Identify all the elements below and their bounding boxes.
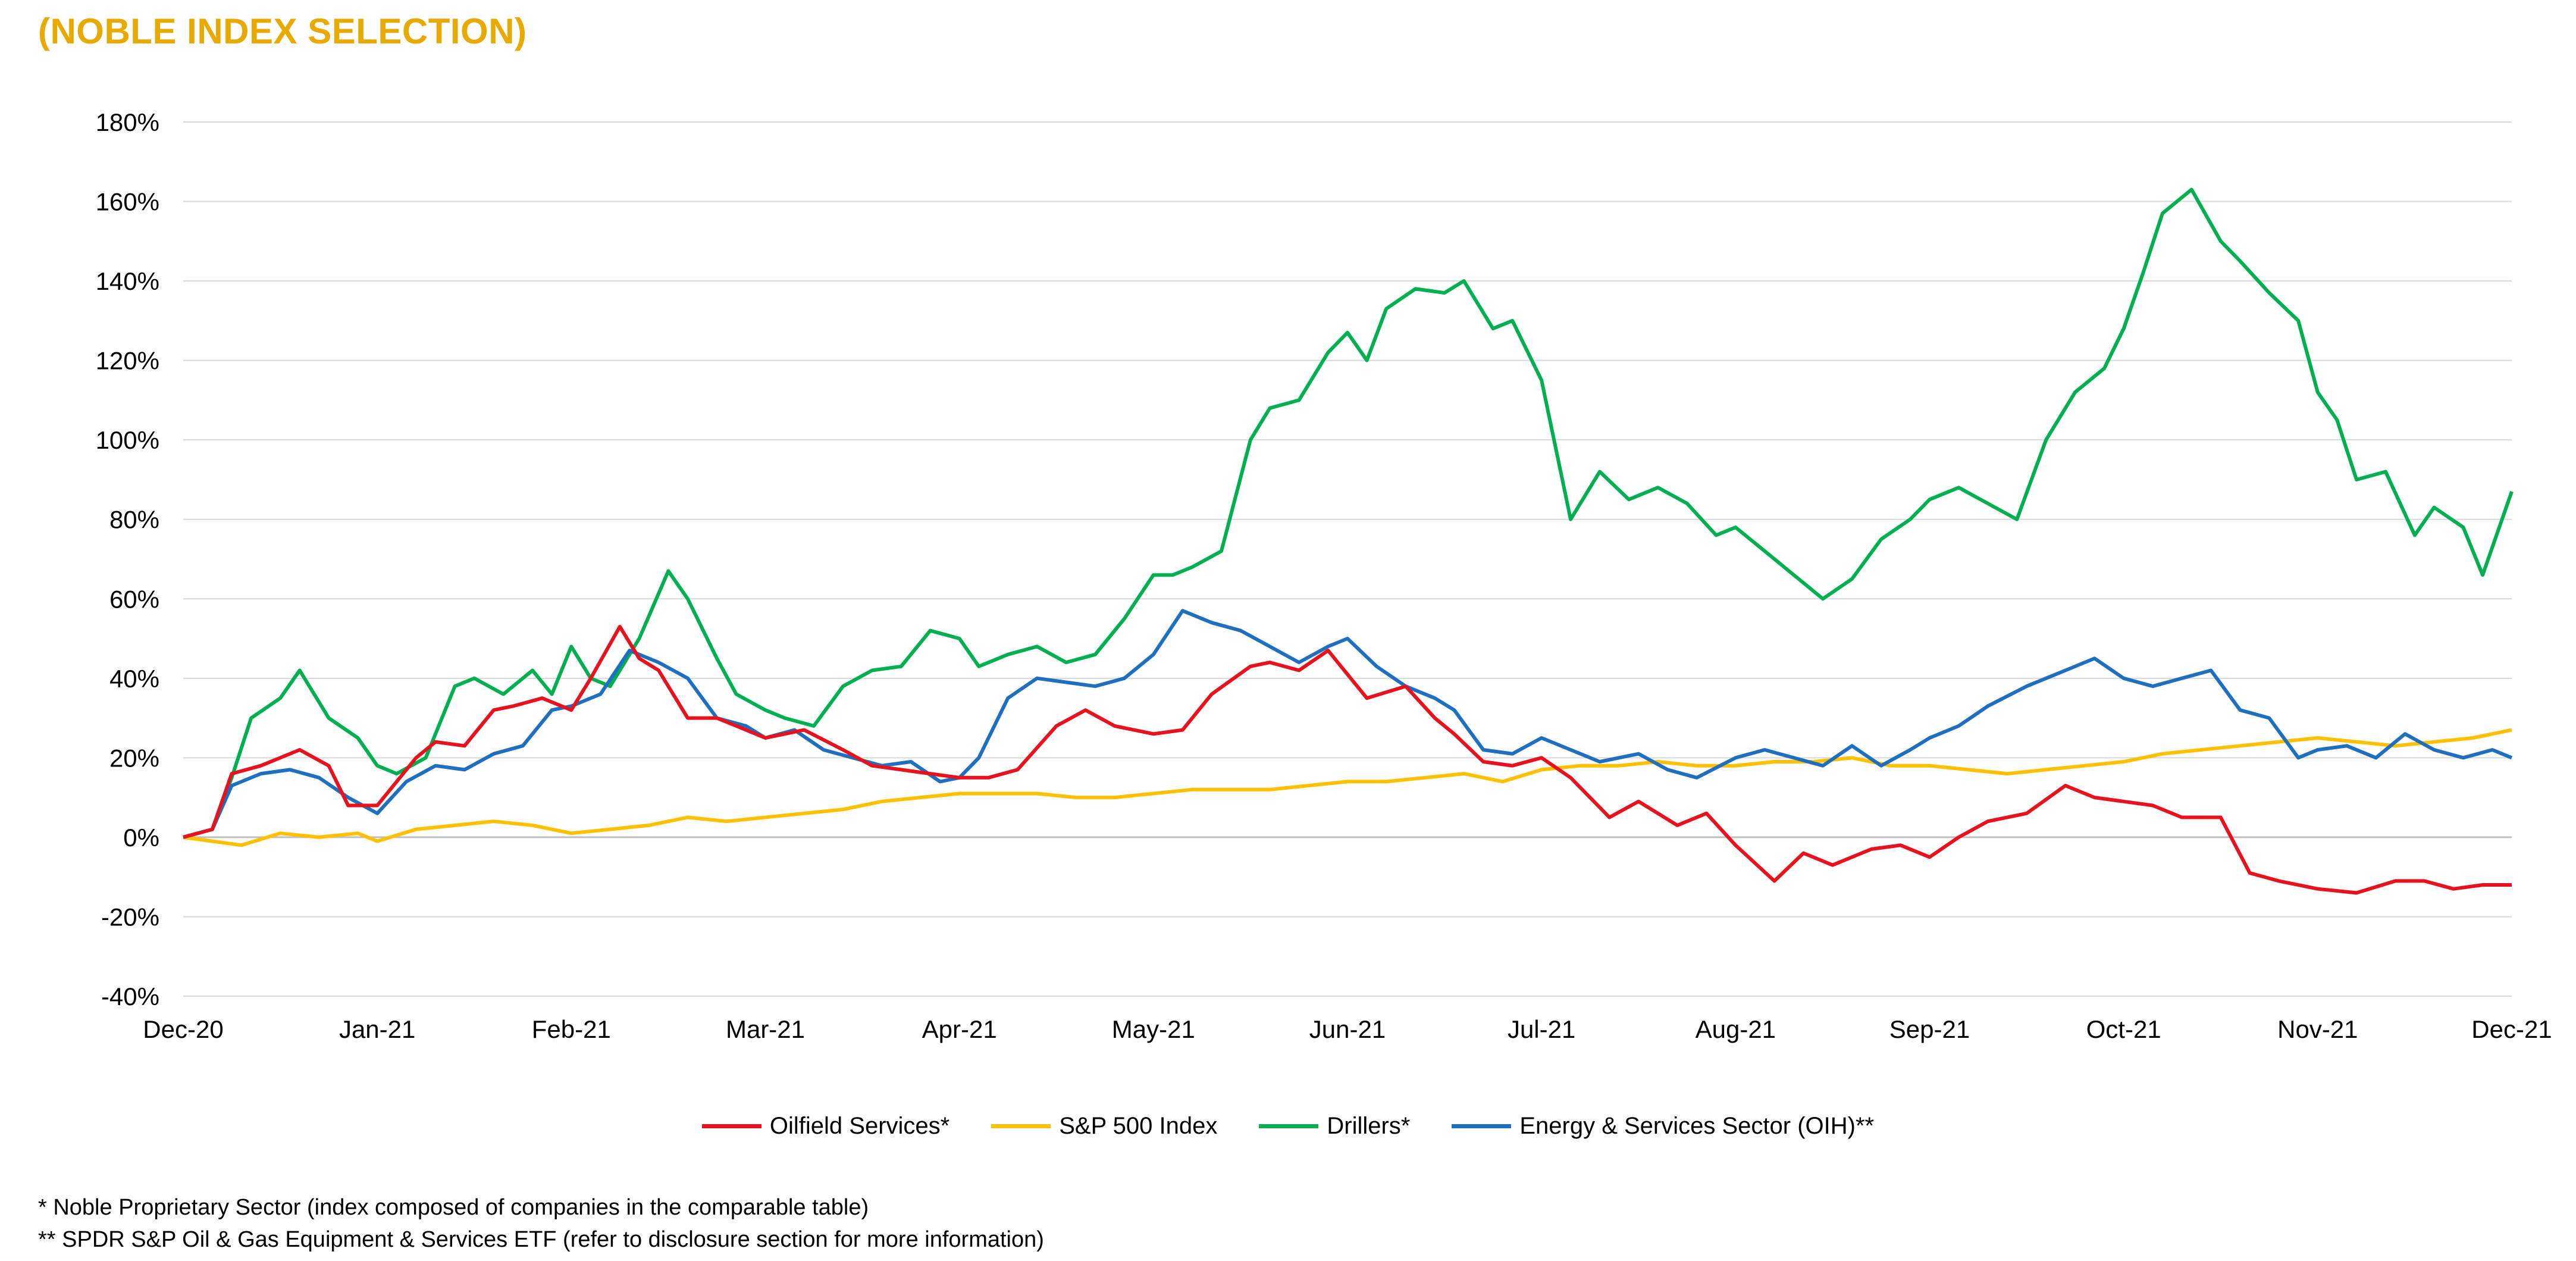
legend-item-oih: Energy & Services Sector (OIH)** (1452, 1113, 1874, 1140)
y-tick-label: 140% (96, 267, 159, 295)
y-tick-label: 180% (96, 108, 159, 136)
line-chart: -40% -20% 0% 20% 40% 60% 80% 100% 120% 140% 160% 18… (96, 108, 2552, 1043)
legend-swatch (991, 1124, 1051, 1128)
series-line-drillers (183, 187, 2514, 839)
y-tick-label: -40% (101, 982, 159, 1010)
y-tick-label: 120% (96, 347, 159, 375)
y-tick-label: 100% (96, 426, 159, 454)
x-tick-label: Jul-21 (1508, 1015, 1575, 1043)
y-tick-label: 0% (123, 824, 159, 852)
legend: Oilfield Services* S&P 500 Index Driller… (0, 1113, 2576, 1140)
x-tick-label: May-21 (1112, 1015, 1195, 1043)
footnote: * Noble Proprietary Sector (index compos… (38, 1195, 869, 1220)
series-lines (183, 187, 2514, 895)
y-tick-label: 60% (109, 585, 159, 613)
y-tick-label: 160% (96, 188, 159, 216)
x-tick-label: Jan-21 (339, 1015, 415, 1043)
legend-label: Oilfield Services* (769, 1113, 950, 1139)
legend-label: Energy & Services Sector (OIH)** (1519, 1113, 1875, 1139)
x-tick-label: Dec-20 (143, 1015, 223, 1043)
legend-swatch (1452, 1124, 1512, 1128)
legend-swatch (1259, 1124, 1319, 1128)
x-axis-ticks: Dec-20 Jan-21 Feb-21 Mar-21 Apr-21 May-21 Jun-… (143, 1015, 2552, 1043)
grid-lines (183, 121, 2512, 997)
x-tick-label: Feb-21 (532, 1015, 611, 1043)
page-title: (NOBLE INDEX SELECTION) (38, 11, 527, 51)
legend-label: Drillers* (1327, 1113, 1411, 1139)
legend-item-drillers: Drillers* (1259, 1113, 1410, 1140)
x-tick-label: Jun-21 (1309, 1015, 1386, 1043)
x-tick-label: Oct-21 (2086, 1015, 2161, 1043)
x-tick-label: Nov-21 (2277, 1015, 2358, 1043)
series-line-energy-services-sector-oih (183, 609, 2513, 839)
x-tick-label: Dec-21 (2471, 1015, 2552, 1043)
legend-label: S&P 500 Index (1059, 1113, 1218, 1139)
y-tick-label: 20% (109, 744, 159, 772)
x-tick-label: Aug-21 (1696, 1015, 1776, 1043)
series-line-oilfield-services (183, 625, 2512, 895)
y-tick-label: 80% (109, 506, 159, 534)
footnotes: * Noble Proprietary Sector (index compos… (38, 1191, 1044, 1256)
legend-item-sp500: S&P 500 Index (991, 1113, 1217, 1140)
series-line-s-p-500-index (183, 728, 2512, 847)
y-tick-label: -20% (101, 903, 159, 931)
legend-swatch (701, 1124, 761, 1128)
legend-item-oilfield-services: Oilfield Services* (701, 1113, 950, 1140)
x-tick-label: Mar-21 (726, 1015, 805, 1043)
x-tick-label: Apr-21 (922, 1015, 997, 1043)
y-tick-label: 40% (109, 665, 159, 693)
footnote: ** SPDR S&P Oil & Gas Equipment & Servic… (38, 1227, 1044, 1252)
x-tick-label: Sep-21 (1889, 1015, 1970, 1043)
y-axis-ticks: -40% -20% 0% 20% 40% 60% 80% 100% 120% 140% 160% 18… (96, 108, 159, 1010)
